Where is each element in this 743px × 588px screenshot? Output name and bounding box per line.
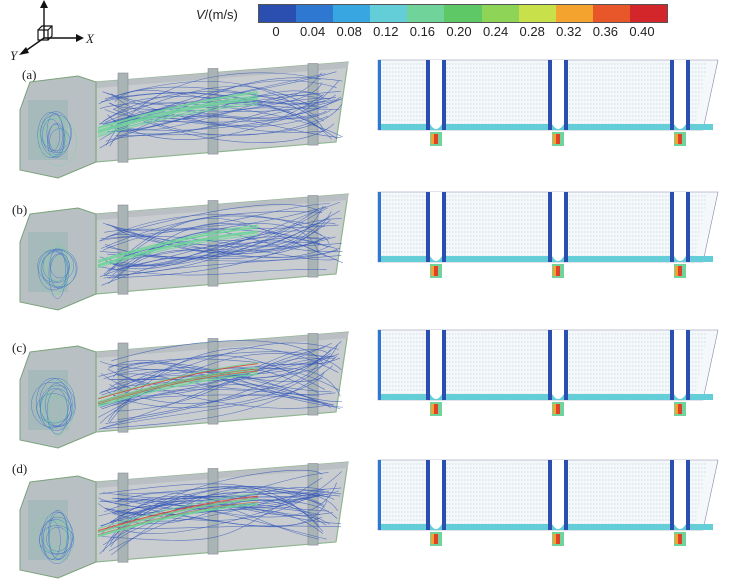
colorbar-segment [555,5,593,22]
colorbar-unit: /(m/s) [204,7,238,22]
row-label-c: (c) [12,340,27,355]
colorbar-segment [481,5,519,22]
colorbar-segment [370,5,408,22]
colorbar-segment [444,5,482,22]
row-label-a: (a) [22,67,37,82]
velocity-vector-view [377,329,719,416]
colorbar-tick-label: 0.24 [482,24,509,39]
velocity-vector-view [377,459,719,546]
colorbar-tick-label: 0.08 [336,24,362,39]
colorbar-tick-label: 0.04 [299,24,326,39]
colorbar-tick-label: 0.40 [629,24,655,39]
colorbar-segment [407,5,445,22]
colorbar-tick-label: 0.20 [446,24,472,39]
velocity-vector-view [377,191,719,278]
colorbar-segment [259,5,297,22]
colorbar-variable: V [196,7,205,22]
x-axis-label: X [86,31,94,46]
colorbar-segment [333,5,371,22]
streamline-3d-view [19,61,349,179]
velocity-vector-view [377,59,719,146]
colorbar-tick-label: 0.36 [592,24,619,39]
colorbar-segment [296,5,334,22]
colorbar-segment [518,5,556,22]
colorbar-tick-label: 0.28 [519,24,545,39]
colorbar-title: V/(m/s) [196,7,238,22]
row-label-d: (d) [12,461,28,476]
colorbar-segment [629,5,668,22]
streamline-3d-view [19,193,349,311]
row-label-b: (b) [12,202,28,217]
velocity-colorbar [258,4,668,23]
colorbar-tick-label: 0.32 [556,24,582,39]
streamline-3d-view [19,461,349,579]
colorbar-tick-label: 0.16 [409,24,436,39]
colorbar-segment [592,5,630,22]
colorbar-tick-label: 0 [272,24,280,39]
y-axis-label: Y [10,48,18,63]
colorbar-tick-label: 0.12 [373,24,399,39]
coordinate-axes-icon [19,0,84,55]
streamline-3d-view [19,331,349,449]
